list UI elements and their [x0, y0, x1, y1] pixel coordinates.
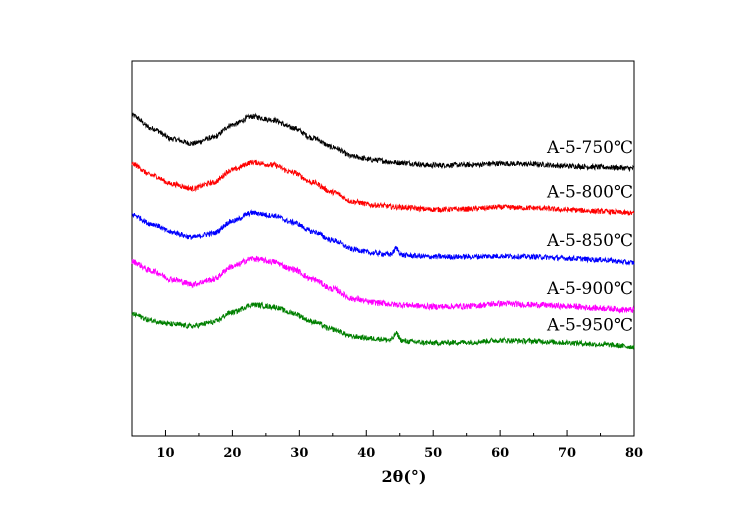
- x-tick-label-40: 40: [357, 446, 375, 461]
- x-tick-label-80: 80: [625, 446, 643, 461]
- series-label-2: A-5-850℃: [546, 231, 633, 251]
- series-line-4: [131, 301, 635, 350]
- x-tick-label-30: 30: [290, 446, 308, 461]
- series-label-0: A-5-750℃: [546, 138, 633, 158]
- series-line-3: [131, 255, 635, 314]
- series-label-4: A-5-950℃: [546, 316, 633, 336]
- x-tick-label-50: 50: [424, 446, 442, 461]
- series-label-3: A-5-900℃: [546, 279, 633, 299]
- x-tick-label-10: 10: [156, 446, 174, 461]
- x-axis-title: 2θ(°): [382, 467, 427, 486]
- series-line-2: [131, 209, 635, 266]
- series-group: [131, 112, 635, 350]
- x-tick-label-20: 20: [223, 446, 241, 461]
- x-tick-label-70: 70: [558, 446, 576, 461]
- series-line-0: [131, 112, 635, 173]
- series-labels: A-5-750℃ A-5-800℃ A-5-850℃ A-5-900℃ A-5-950℃: [546, 138, 633, 335]
- series-line-1: [131, 159, 635, 216]
- series-label-1: A-5-800℃: [546, 182, 633, 202]
- plot-frame: [131, 60, 635, 437]
- x-axis-ticks: 10 20 30 40 50 60 70 80: [131, 430, 643, 461]
- x-tick-label-60: 60: [491, 446, 509, 461]
